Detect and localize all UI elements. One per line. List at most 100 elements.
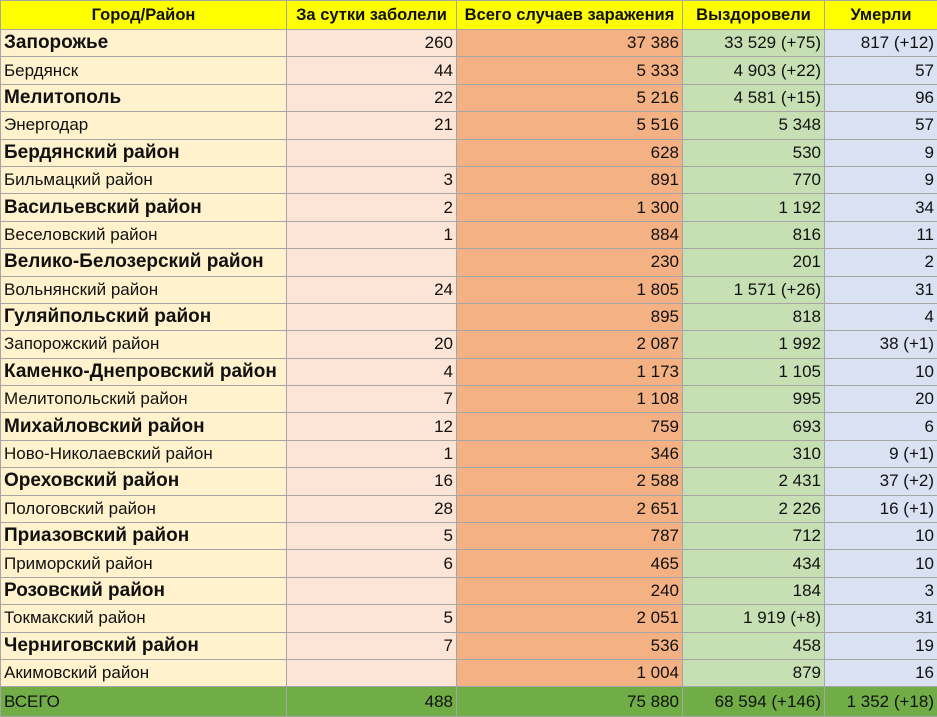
cell-recovered: 879	[682, 658, 825, 688]
cell-total-cases: 5 333	[456, 56, 683, 85]
total-row: ВСЕГО 488 75 880 68 594 (+146) 1 352 (+1…	[0, 686, 937, 717]
cell-recovered: 1 571 (+26)	[682, 275, 825, 304]
table-row: Бердянск 44 5 333 4 903 (+22) 57	[0, 56, 937, 85]
cell-total-cases: 628	[456, 138, 683, 167]
cell-total-cases: 2 588	[456, 467, 683, 496]
cell-name: Акимовский район	[0, 658, 287, 688]
table-row: Веселовский район 1 884 816 11	[0, 220, 937, 250]
cell-name: Пологовский район	[0, 494, 287, 524]
table-row: Запорожский район 20 2 087 1 992 38 (+1)	[0, 330, 937, 359]
cell-recovered: 1 992	[682, 330, 825, 359]
cell-new-cases: 260	[286, 28, 457, 58]
cell-name: Приморский район	[0, 549, 287, 578]
cell-recovered: 770	[682, 165, 825, 195]
cell-new-cases: 1	[286, 220, 457, 250]
cell-recovered: 201	[682, 248, 825, 277]
cell-new-cases: 20	[286, 330, 457, 359]
table-row: Мелитопольский район 7 1 108 995 20	[0, 385, 937, 414]
cell-new-cases: 24	[286, 275, 457, 304]
cell-died: 19	[824, 631, 937, 660]
table-row: Михайловский район 12 759 693 6	[0, 412, 937, 441]
cell-recovered: 458	[682, 631, 825, 660]
cell-new-cases: 5	[286, 604, 457, 633]
table-row: Васильевский район 2 1 300 1 192 34	[0, 193, 937, 222]
cell-recovered: 4 903 (+22)	[682, 56, 825, 85]
cell-died: 11	[824, 220, 937, 250]
cell-died: 9	[824, 138, 937, 167]
cell-died: 38 (+1)	[824, 330, 937, 359]
cell-recovered: 818	[682, 302, 825, 332]
cell-died: 9	[824, 165, 937, 195]
cell-died: 10	[824, 522, 937, 551]
cell-total-cases: 2 651	[456, 494, 683, 524]
cell-recovered: 712	[682, 522, 825, 551]
cell-recovered: 184	[682, 576, 825, 606]
table-row: Черниговский район 7 536 458 19	[0, 631, 937, 660]
header-died: Умерли	[824, 0, 937, 30]
cell-name: Запорожье	[0, 28, 287, 58]
table-row: Токмакский район 5 2 051 1 919 (+8) 31	[0, 604, 937, 633]
cell-recovered: 995	[682, 385, 825, 414]
cell-died: 16 (+1)	[824, 494, 937, 524]
cell-recovered: 2 226	[682, 494, 825, 524]
cell-died: 31	[824, 275, 937, 304]
table-row: Запорожье 260 37 386 33 529 (+75) 817 (+12)	[0, 28, 937, 58]
total-died: 1 352 (+18)	[824, 686, 937, 717]
table-row: Мелитополь 22 5 216 4 581 (+15) 96	[0, 83, 937, 113]
cell-total-cases: 1 805	[456, 275, 683, 304]
cell-recovered: 693	[682, 412, 825, 441]
cell-name: Бильмацкий район	[0, 165, 287, 195]
cell-total-cases: 2 087	[456, 330, 683, 359]
cell-total-cases: 891	[456, 165, 683, 195]
table-row: Бильмацкий район 3 891 770 9	[0, 165, 937, 195]
cell-total-cases: 759	[456, 412, 683, 441]
cell-new-cases: 16	[286, 467, 457, 496]
table-row: Бердянский район 628 530 9	[0, 138, 937, 167]
cell-died: 2	[824, 248, 937, 277]
cell-died: 10	[824, 549, 937, 578]
total-new-cases: 488	[286, 686, 457, 717]
cell-total-cases: 230	[456, 248, 683, 277]
cell-new-cases: 4	[286, 357, 457, 387]
cell-new-cases: 1	[286, 439, 457, 469]
table-row: Пологовский район 28 2 651 2 226 16 (+1)	[0, 494, 937, 524]
table-row: Приазовский район 5 787 712 10	[0, 522, 937, 551]
header-total-cases: Всего случаев заражения	[456, 0, 683, 30]
cell-total-cases: 787	[456, 522, 683, 551]
cell-new-cases: 3	[286, 165, 457, 195]
header-recovered: Выздоровели	[682, 0, 825, 30]
cell-recovered: 33 529 (+75)	[682, 28, 825, 58]
cell-name: Гуляйпольский район	[0, 302, 287, 332]
cell-new-cases	[286, 658, 457, 688]
cell-name: Мелитополь	[0, 83, 287, 113]
cell-total-cases: 884	[456, 220, 683, 250]
cell-died: 9 (+1)	[824, 439, 937, 469]
cell-total-cases: 37 386	[456, 28, 683, 58]
cell-total-cases: 5 516	[456, 111, 683, 140]
cell-total-cases: 2 051	[456, 604, 683, 633]
cell-died: 4	[824, 302, 937, 332]
cell-name: Запорожский район	[0, 330, 287, 359]
cell-died: 37 (+2)	[824, 467, 937, 496]
cell-recovered: 1 105	[682, 357, 825, 387]
header-row: Город/Район За сутки заболели Всего случ…	[0, 0, 937, 30]
cell-total-cases: 5 216	[456, 83, 683, 113]
cell-new-cases: 5	[286, 522, 457, 551]
cell-new-cases: 22	[286, 83, 457, 113]
cell-new-cases	[286, 576, 457, 606]
cell-total-cases: 536	[456, 631, 683, 660]
cell-recovered: 434	[682, 549, 825, 578]
table-row: Розовский район 240 184 3	[0, 576, 937, 606]
cell-died: 817 (+12)	[824, 28, 937, 58]
header-city-district: Город/Район	[0, 0, 287, 30]
total-label: ВСЕГО	[0, 686, 287, 717]
table-row: Каменко-Днепровский район 4 1 173 1 105 10	[0, 357, 937, 387]
cell-name: Васильевский район	[0, 193, 287, 222]
table-row: Вольнянский район 24 1 805 1 571 (+26) 31	[0, 275, 937, 304]
cell-name: Мелитопольский район	[0, 385, 287, 414]
cell-name: Велико-Белозерский район	[0, 248, 287, 277]
cell-died: 57	[824, 111, 937, 140]
cell-name: Приазовский район	[0, 522, 287, 551]
cell-died: 96	[824, 83, 937, 113]
